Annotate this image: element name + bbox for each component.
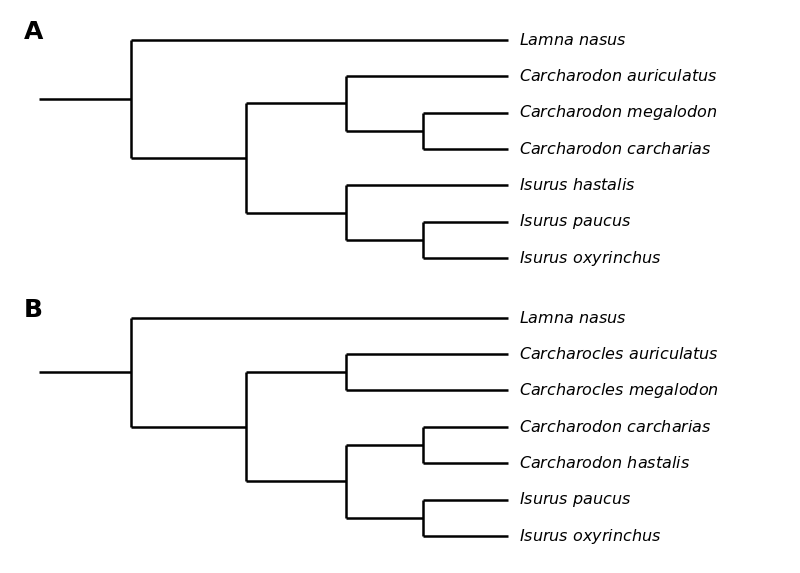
- Text: $\it{Carcharodon\ megalodon}$: $\it{Carcharodon\ megalodon}$: [519, 103, 718, 122]
- Text: $\it{Carcharocles\ auriculatus}$: $\it{Carcharocles\ auriculatus}$: [519, 346, 719, 362]
- Text: $\it{Lamna\ nasus}$: $\it{Lamna\ nasus}$: [519, 309, 627, 325]
- Text: $\it{Lamna\ nasus}$: $\it{Lamna\ nasus}$: [519, 32, 627, 48]
- Text: $\it{Isurus\ hastalis}$: $\it{Isurus\ hastalis}$: [519, 178, 636, 193]
- Text: B: B: [24, 298, 42, 321]
- Text: $\it{Carcharodon\ carcharias}$: $\it{Carcharodon\ carcharias}$: [519, 419, 712, 435]
- Text: $\it{Carcharodon\ carcharias}$: $\it{Carcharodon\ carcharias}$: [519, 141, 712, 157]
- Text: $\it{Isurus\ oxyrinchus}$: $\it{Isurus\ oxyrinchus}$: [519, 249, 662, 268]
- Text: A: A: [24, 20, 43, 44]
- Text: $\it{Carcharocles\ megalodon}$: $\it{Carcharocles\ megalodon}$: [519, 381, 719, 400]
- Text: $\it{Isurus\ paucus}$: $\it{Isurus\ paucus}$: [519, 212, 631, 231]
- Text: $\it{Isurus\ paucus}$: $\it{Isurus\ paucus}$: [519, 490, 631, 509]
- Text: $\it{Isurus\ oxyrinchus}$: $\it{Isurus\ oxyrinchus}$: [519, 527, 662, 545]
- Text: $\it{Carcharodon\ hastalis}$: $\it{Carcharodon\ hastalis}$: [519, 456, 690, 471]
- Text: $\it{Carcharodon\ auriculatus}$: $\it{Carcharodon\ auriculatus}$: [519, 68, 718, 84]
